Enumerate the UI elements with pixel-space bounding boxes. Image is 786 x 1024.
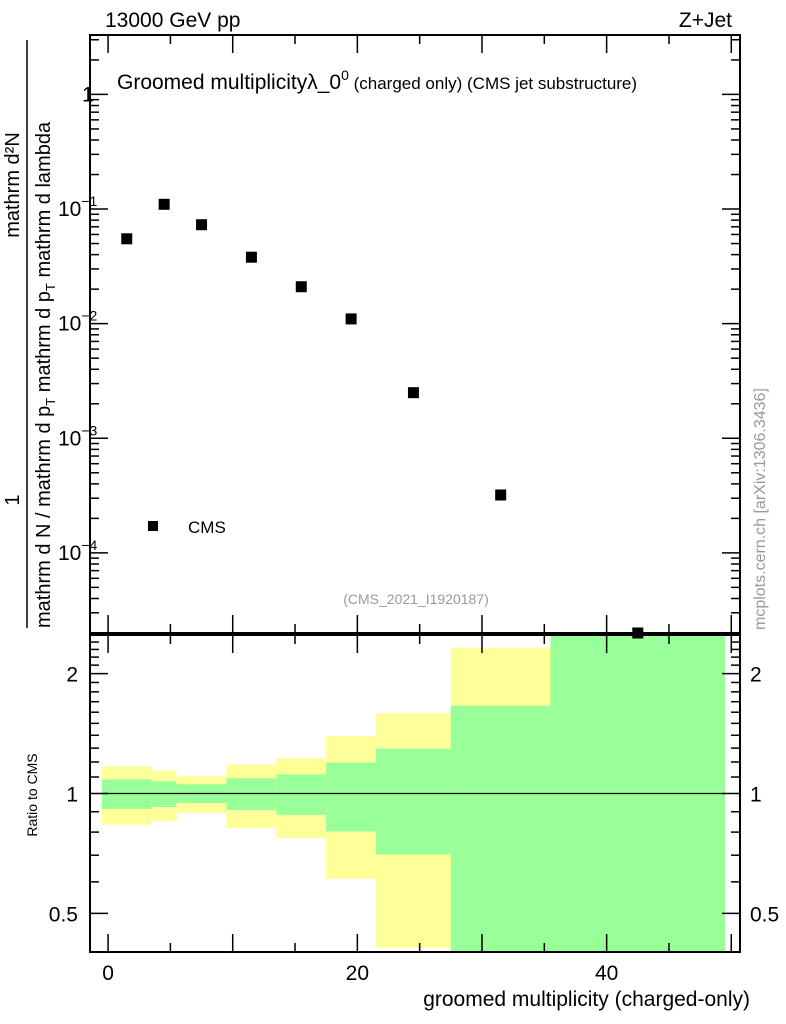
- x-tick-label: 20: [346, 962, 369, 985]
- ratio-y-tick-label-right: 0.5: [750, 903, 779, 926]
- main-y-axis-label: mathrm d²N 1 mathrm d N / mathrm d pT ma…: [2, 40, 58, 628]
- title-rest: (charged only) (CMS jet substructure): [349, 74, 637, 93]
- inner-band-bin: [326, 762, 377, 832]
- plot-title: Groomed multiplicityλ_00 (charged only) …: [117, 67, 637, 94]
- main-y-tick-labels: 1 10−1 10−2 10−3 10−4: [58, 83, 98, 564]
- title-main: Groomed multiplicityλ_0: [117, 71, 341, 94]
- ratio-y-tick-label-right: 1: [750, 784, 762, 807]
- ylabel-denominator: mathrm d N / mathrm d pT mathrm d pT mat…: [33, 121, 58, 628]
- main-y-tick-label: 10−1: [58, 193, 98, 221]
- main-y-tick-label: 10−3: [58, 422, 98, 450]
- x-tick-label: 0: [102, 962, 114, 985]
- inner-band-bin: [276, 774, 327, 815]
- inner-band-bin: [450, 705, 551, 952]
- x-tick-label: 40: [595, 962, 618, 985]
- header-right: Z+Jet: [679, 9, 732, 32]
- watermark: (CMS_2021_I1920187): [343, 591, 489, 607]
- ratio-y-tick-label-left: 2: [66, 664, 78, 687]
- data-point: [196, 219, 208, 231]
- data-point: [495, 489, 507, 501]
- legend-marker: [148, 521, 158, 531]
- main-y-tick-label: 1: [82, 83, 94, 106]
- main-plot-frame: [89, 34, 741, 634]
- main-y-tick-label: 10−2: [58, 308, 98, 336]
- axis-ticks: [90, 35, 740, 953]
- ratio-y-tick-label-left: 1: [66, 784, 78, 807]
- legend-label: CMS: [188, 518, 226, 537]
- data-point: [245, 251, 257, 263]
- ratio-plot-frame: [89, 634, 741, 953]
- ratio-y-axis-label: Ratio to CMS: [24, 753, 40, 836]
- ratio-bands: [101, 635, 726, 952]
- main-y-tick-label: 10−4: [58, 537, 98, 565]
- data-point: [345, 313, 357, 325]
- data-point: [295, 281, 307, 293]
- side-credit: mcplots.cern.ch [arXiv:1306.3436]: [752, 388, 769, 630]
- ratio-y-tick-label-right: 2: [750, 664, 762, 687]
- data-point: [158, 198, 170, 210]
- data-points: [121, 198, 644, 639]
- ratio-tick-labels: 2 2 1 1 0.5 0.5 0 20 40: [49, 664, 779, 985]
- ratio-y-tick-label-left: 0.5: [49, 903, 78, 926]
- legend: CMS: [148, 518, 226, 537]
- x-axis-label: groomed multiplicity (charged-only): [423, 988, 750, 1011]
- data-point: [407, 387, 419, 399]
- ylabel-frac1-numerator: 1: [2, 494, 24, 505]
- ylabel-frac2-numerator: mathrm d²N: [2, 132, 24, 238]
- header-left: 13000 GeV pp: [105, 9, 240, 32]
- inner-band-bin: [376, 748, 451, 855]
- data-point: [121, 233, 133, 245]
- title-sup: 0: [341, 67, 349, 83]
